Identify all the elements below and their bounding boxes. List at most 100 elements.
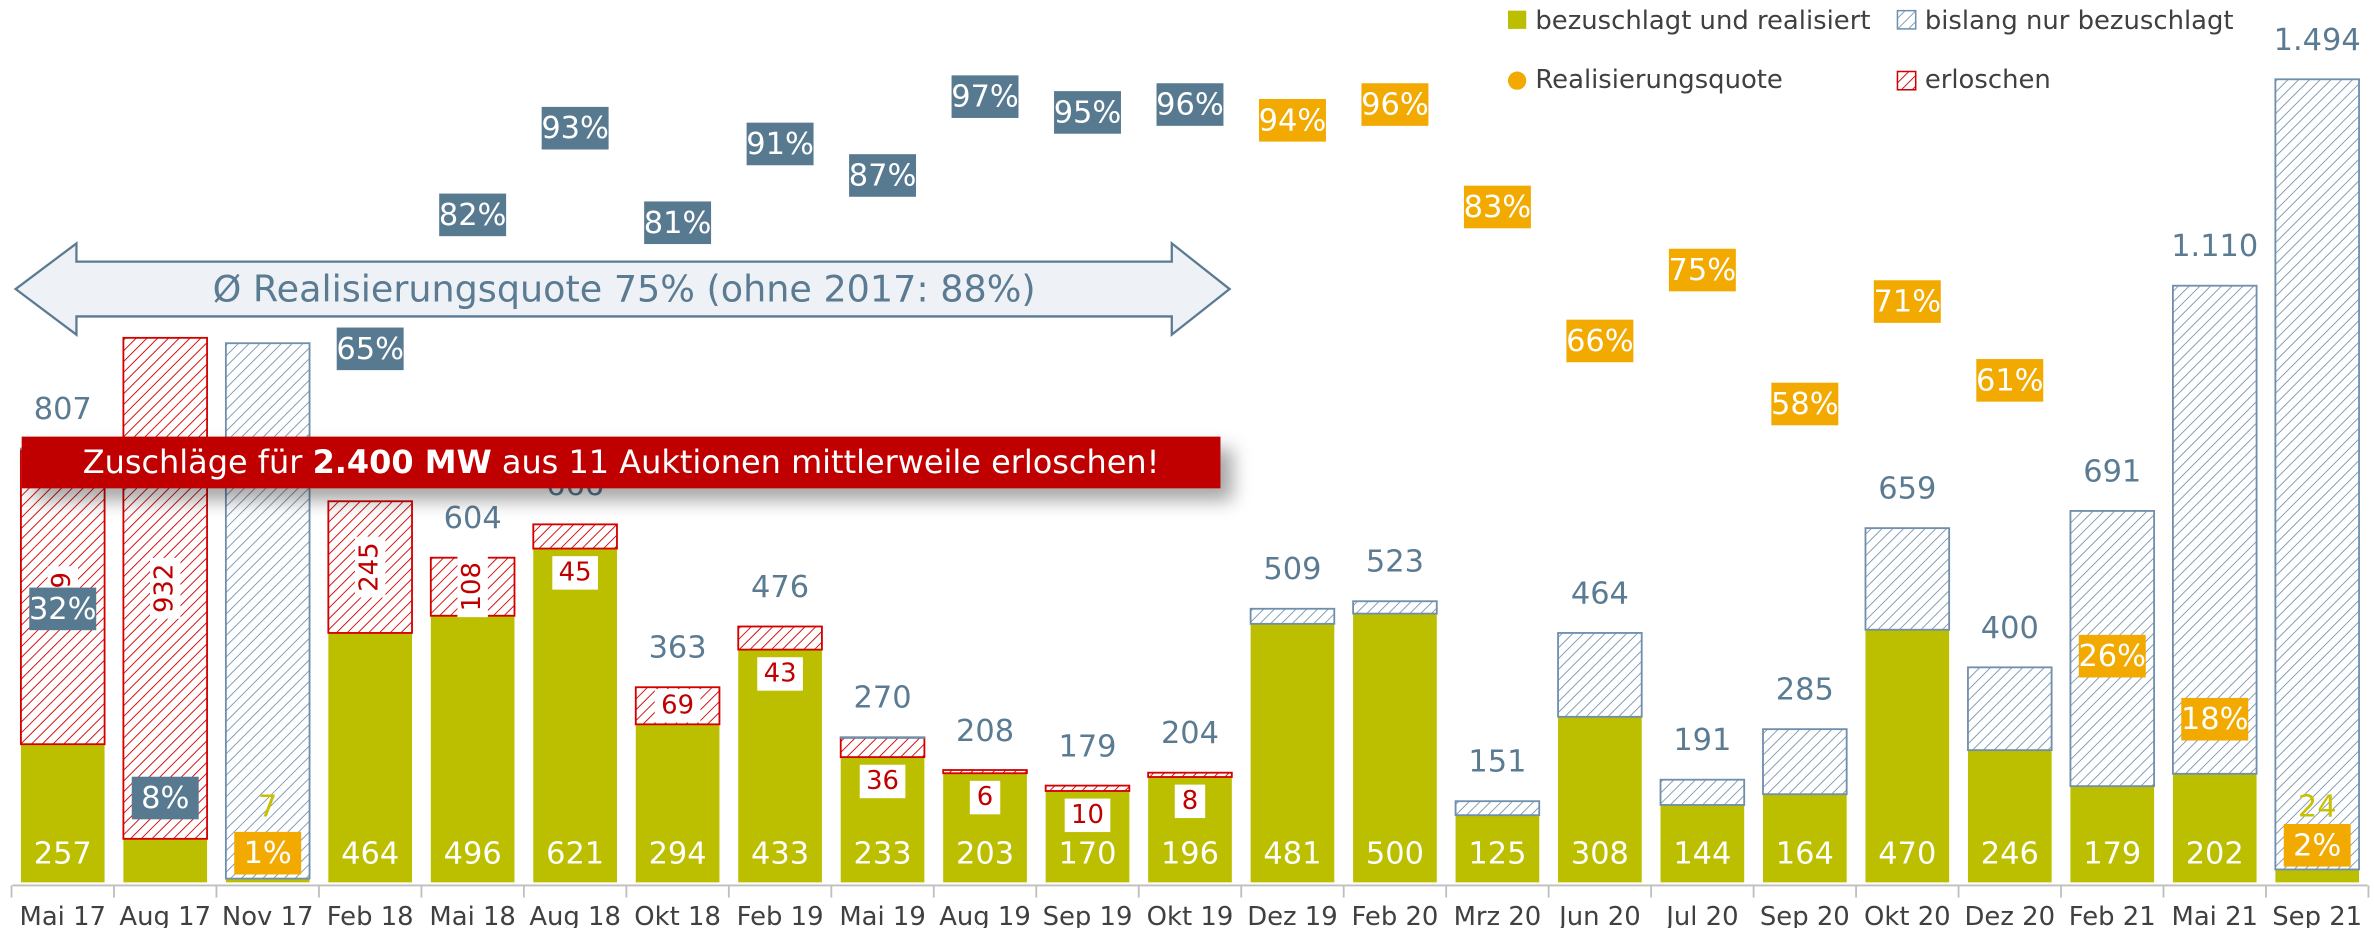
total-label: 659	[1878, 472, 1936, 507]
x-tick-label: Mai 21	[2172, 902, 2258, 928]
value-label: 36	[866, 766, 899, 796]
legend: bezuschlagt und realisiert bislang nur b…	[1507, 6, 2234, 95]
x-tick-label: Okt 18	[634, 902, 721, 928]
bar-segment	[942, 769, 1028, 775]
bar-segment	[1249, 607, 1336, 625]
legend-label: erloschen	[1925, 65, 2051, 95]
total-label: 807	[34, 392, 92, 427]
quote-label: 71%	[1874, 285, 1942, 320]
quote-marker	[1771, 382, 1839, 426]
value-label-box	[1174, 784, 1206, 819]
value-label: 202	[2186, 836, 2244, 871]
arrow-bold: Ø Realisierungsquote 75%	[213, 267, 695, 310]
quote-label: 93%	[541, 111, 609, 146]
bar-segment	[1967, 750, 2052, 883]
value-label: 308	[1571, 836, 1629, 871]
value-label-box	[1064, 798, 1111, 833]
bar-segment	[1660, 804, 1745, 883]
quote-marker	[746, 122, 814, 166]
value-label-box	[457, 556, 488, 618]
quote-marker	[1566, 319, 1634, 363]
value-label: 196	[1161, 836, 1219, 871]
value-label-box	[969, 780, 1001, 815]
quote-label: 96%	[1156, 88, 1224, 123]
banner-pre: Zuschläge für	[83, 443, 313, 481]
value-label: 170	[1058, 836, 1116, 871]
value-label: 481	[1263, 836, 1321, 871]
quote-label: 61%	[1976, 363, 2044, 398]
quote-marker	[2181, 697, 2249, 741]
bar-segment	[1250, 623, 1335, 883]
x-tick-label: Feb 20	[1351, 902, 1438, 928]
legend-label: bezuschlagt und realisiert	[1535, 6, 1870, 36]
value-label: 246	[1981, 836, 2039, 871]
x-tick-label: Jun 20	[1557, 902, 1641, 928]
quote-label: 87%	[849, 158, 917, 193]
value-label-box	[552, 556, 598, 590]
x-tick-label: Sep 19	[1043, 902, 1133, 928]
quote-label: 96%	[1361, 88, 1429, 123]
quote-marker	[1361, 83, 1429, 126]
average-arrow: Ø Realisierungsquote 75% (ohne 2017: 88%…	[13, 241, 1232, 338]
value-label: 164	[1776, 836, 1834, 871]
banner: Zuschläge für 2.400 MW aus 11 Auktionen …	[21, 436, 1221, 489]
x-tick-label: Aug 17	[119, 902, 211, 928]
x-tick-label: Feb 18	[327, 902, 414, 928]
value-label: 294	[649, 836, 707, 871]
x-tick-label: Aug 18	[529, 902, 621, 928]
quote-marker	[1054, 91, 1121, 134]
x-tick-label: Okt 20	[1864, 902, 1951, 928]
bar-segment	[430, 615, 515, 883]
bar-segment	[1558, 716, 1642, 883]
x-tick-label: Sep 21	[2272, 902, 2362, 928]
total-label: 208	[956, 714, 1014, 749]
bar-segment	[2275, 869, 2360, 883]
quote-label: 82%	[439, 198, 507, 233]
banner-text: Zuschläge für 2.400 MW aus 11 Auktionen …	[83, 443, 1160, 481]
quote-label: 94%	[1259, 103, 1327, 138]
quote-marker	[234, 831, 302, 875]
quote-marker	[644, 201, 712, 245]
legend-swatch	[1507, 71, 1527, 90]
bar-segment	[839, 736, 926, 739]
x-tick-label: Mrz 20	[1454, 902, 1542, 928]
x-tick-label: Mai 18	[429, 902, 515, 928]
quote-label: 75%	[1669, 253, 1737, 288]
arrow-normal: (ohne 2017: 88%)	[695, 267, 1036, 310]
bar-segment	[123, 838, 208, 883]
bar-segment	[2070, 786, 2155, 883]
bar-segment	[1762, 794, 1847, 883]
quote-marker	[1463, 185, 1531, 229]
x-tick-label: Aug 19	[939, 902, 1031, 928]
x-tick-label: Mai 19	[839, 902, 925, 928]
legend-label: bislang nur bezuschlagt	[1925, 6, 2234, 36]
bar-segment	[1352, 600, 1438, 615]
bar-segment	[1659, 778, 1746, 806]
total-label: 363	[649, 631, 707, 666]
x-tick-label: Feb 19	[737, 902, 824, 928]
quote-label: 32%	[29, 592, 97, 627]
quote-label: 58%	[1771, 387, 1839, 422]
bar-segment	[737, 625, 823, 651]
quote-marker	[541, 106, 609, 150]
x-tick-label: Okt 19	[1147, 902, 1234, 928]
axis	[10, 884, 2370, 898]
value-label: 144	[1673, 836, 1731, 871]
value-label: 179	[2083, 836, 2141, 871]
bar-segment	[20, 744, 105, 883]
bar-segment	[839, 736, 926, 759]
quote-label: 65%	[336, 332, 404, 367]
total-label: 464	[1571, 576, 1629, 611]
value-label-box	[150, 557, 181, 619]
bar-segment	[1864, 527, 1951, 631]
value-label: 43	[764, 658, 797, 688]
value-label: 6	[977, 782, 993, 812]
quote-label: 1%	[244, 836, 292, 871]
banner-post: aus 11 Auktionen mittlerweile erloschen!	[492, 443, 1160, 481]
bar-segment	[2274, 78, 2360, 871]
total-label: 285	[1776, 673, 1834, 708]
total-label: 691	[2083, 454, 2141, 489]
legend-swatch	[1896, 9, 1917, 30]
bar-segment	[328, 632, 413, 883]
